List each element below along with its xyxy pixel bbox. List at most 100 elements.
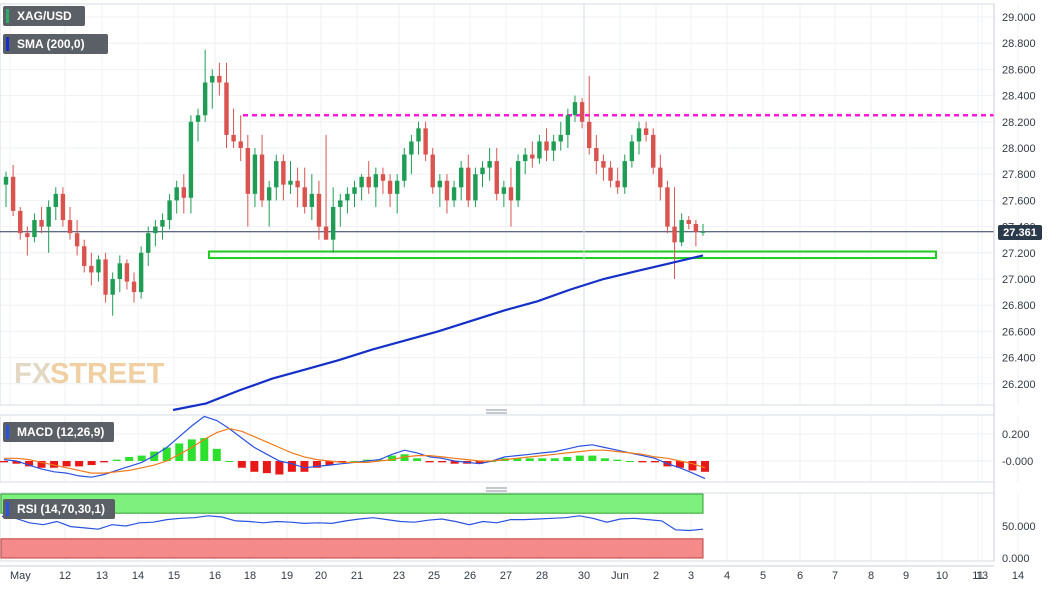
candle-body xyxy=(586,121,592,148)
candle-body xyxy=(551,141,556,151)
macd-histogram-bar xyxy=(413,458,422,461)
macd-histogram-bar xyxy=(187,439,196,461)
price-tick-label: 27.200 xyxy=(1002,248,1036,260)
candle-body xyxy=(96,259,101,273)
candle-body xyxy=(53,193,58,207)
candle-body xyxy=(245,148,251,194)
price-tick-label: 28.600 xyxy=(1002,64,1036,76)
macd-histogram-bar xyxy=(175,443,184,461)
candle-body xyxy=(345,193,350,201)
macd-histogram-bar xyxy=(162,447,171,461)
macd-histogram-bar xyxy=(538,458,547,461)
macd-histogram-bar xyxy=(262,461,271,474)
macd-histogram-bar xyxy=(363,459,372,461)
macd-histogram-bar xyxy=(425,461,434,463)
macd-histogram-bar xyxy=(200,438,209,461)
macd-histogram-bar xyxy=(112,459,121,461)
sma-label[interactable]: SMA (200,0) xyxy=(3,34,108,54)
macd-histogram-bar xyxy=(275,461,284,475)
candle-body xyxy=(430,154,435,188)
candle-body xyxy=(124,263,130,282)
pane-resize-handles[interactable] xyxy=(486,409,507,492)
macd-histogram-bar xyxy=(638,461,647,463)
candle-body xyxy=(18,210,23,234)
candle-body xyxy=(651,134,656,168)
candle-body xyxy=(636,128,642,142)
candle-body xyxy=(146,233,151,253)
candle-body xyxy=(281,161,286,185)
candle-body xyxy=(10,176,16,211)
macd-histogram-bar xyxy=(350,461,359,462)
fxstreet-watermark: FX STREET xyxy=(14,358,165,390)
symbol-label[interactable]: XAG/USD xyxy=(3,6,85,26)
candle-body xyxy=(238,141,243,148)
candle-body xyxy=(643,128,649,135)
candle-body xyxy=(458,167,464,188)
rsi-tick-label: 50.000 xyxy=(1002,521,1036,533)
macd-pane xyxy=(0,415,709,480)
candle-body xyxy=(629,141,635,162)
candle-body xyxy=(437,180,443,188)
candle-body xyxy=(3,176,9,185)
macd-histogram-bar xyxy=(675,461,684,468)
levels xyxy=(0,4,994,405)
price-tick-label: 26.600 xyxy=(1002,326,1036,338)
candle-body xyxy=(665,187,670,227)
rsi-label-text: RSI (14,70,30,1) xyxy=(17,502,106,516)
date-tick-label: 15 xyxy=(168,570,180,582)
rsi-tick-label: 0.000 xyxy=(1002,553,1030,565)
price-tick-label: 28.000 xyxy=(1002,143,1036,155)
candle-body xyxy=(480,167,485,175)
candle-body xyxy=(46,206,51,227)
price-tick-label: 27.800 xyxy=(1002,169,1036,181)
price-tick-label: 27.000 xyxy=(1002,274,1036,286)
candle-body xyxy=(487,161,492,168)
candle-body xyxy=(202,82,208,116)
price-tick-label: 26.800 xyxy=(1002,300,1036,312)
price-tick-label: 26.400 xyxy=(1002,353,1036,365)
candle-body xyxy=(231,134,236,142)
rsi-zones xyxy=(0,493,704,559)
grid xyxy=(0,4,1019,561)
candle-body xyxy=(174,187,179,201)
date-tick-label: 13 xyxy=(96,570,108,582)
candle-body xyxy=(402,154,407,181)
macd-histogram-bar xyxy=(300,461,309,472)
macd-histogram-bar xyxy=(325,461,334,466)
date-tick-label: 2 xyxy=(653,570,659,582)
candle-body xyxy=(530,154,535,159)
candle-body xyxy=(387,180,393,194)
price-tick-label: 27.600 xyxy=(1002,195,1036,207)
date-tick-label: 13 xyxy=(976,570,988,582)
candle-body xyxy=(537,141,542,159)
candle-body xyxy=(338,200,343,207)
candle-body xyxy=(309,193,315,207)
candle-body xyxy=(266,187,272,201)
candle-body xyxy=(622,161,627,188)
macd-histogram-bar xyxy=(137,455,146,461)
macd-histogram-bar xyxy=(625,461,634,462)
sma-swatch xyxy=(6,37,9,51)
macd-label[interactable]: MACD (12,26,9) xyxy=(3,422,114,442)
date-tick-label: 6 xyxy=(797,570,803,582)
macd-histogram-bar xyxy=(550,458,559,461)
macd-histogram-bar xyxy=(225,461,234,462)
candle-body xyxy=(380,174,386,181)
candle-body xyxy=(494,161,499,194)
macd-histogram-bar xyxy=(50,461,59,468)
candle-body xyxy=(25,233,30,238)
macd-histogram-bar xyxy=(563,456,572,461)
macd-label-text: MACD (12,26,9) xyxy=(17,425,105,439)
candle-body xyxy=(67,220,73,234)
macd-histogram-bar xyxy=(600,458,609,461)
macd-histogram-bar xyxy=(388,455,397,461)
rsi-label[interactable]: RSI (14,70,30,1) xyxy=(3,499,115,519)
date-tick-label: 9 xyxy=(903,570,909,582)
candle-body xyxy=(594,148,599,162)
macd-swatch xyxy=(6,425,9,439)
rsi-oversold-zone xyxy=(0,538,704,559)
watermark-fx: FX xyxy=(14,358,52,390)
macd-histogram-bar xyxy=(0,461,8,463)
candle-body xyxy=(544,141,549,151)
